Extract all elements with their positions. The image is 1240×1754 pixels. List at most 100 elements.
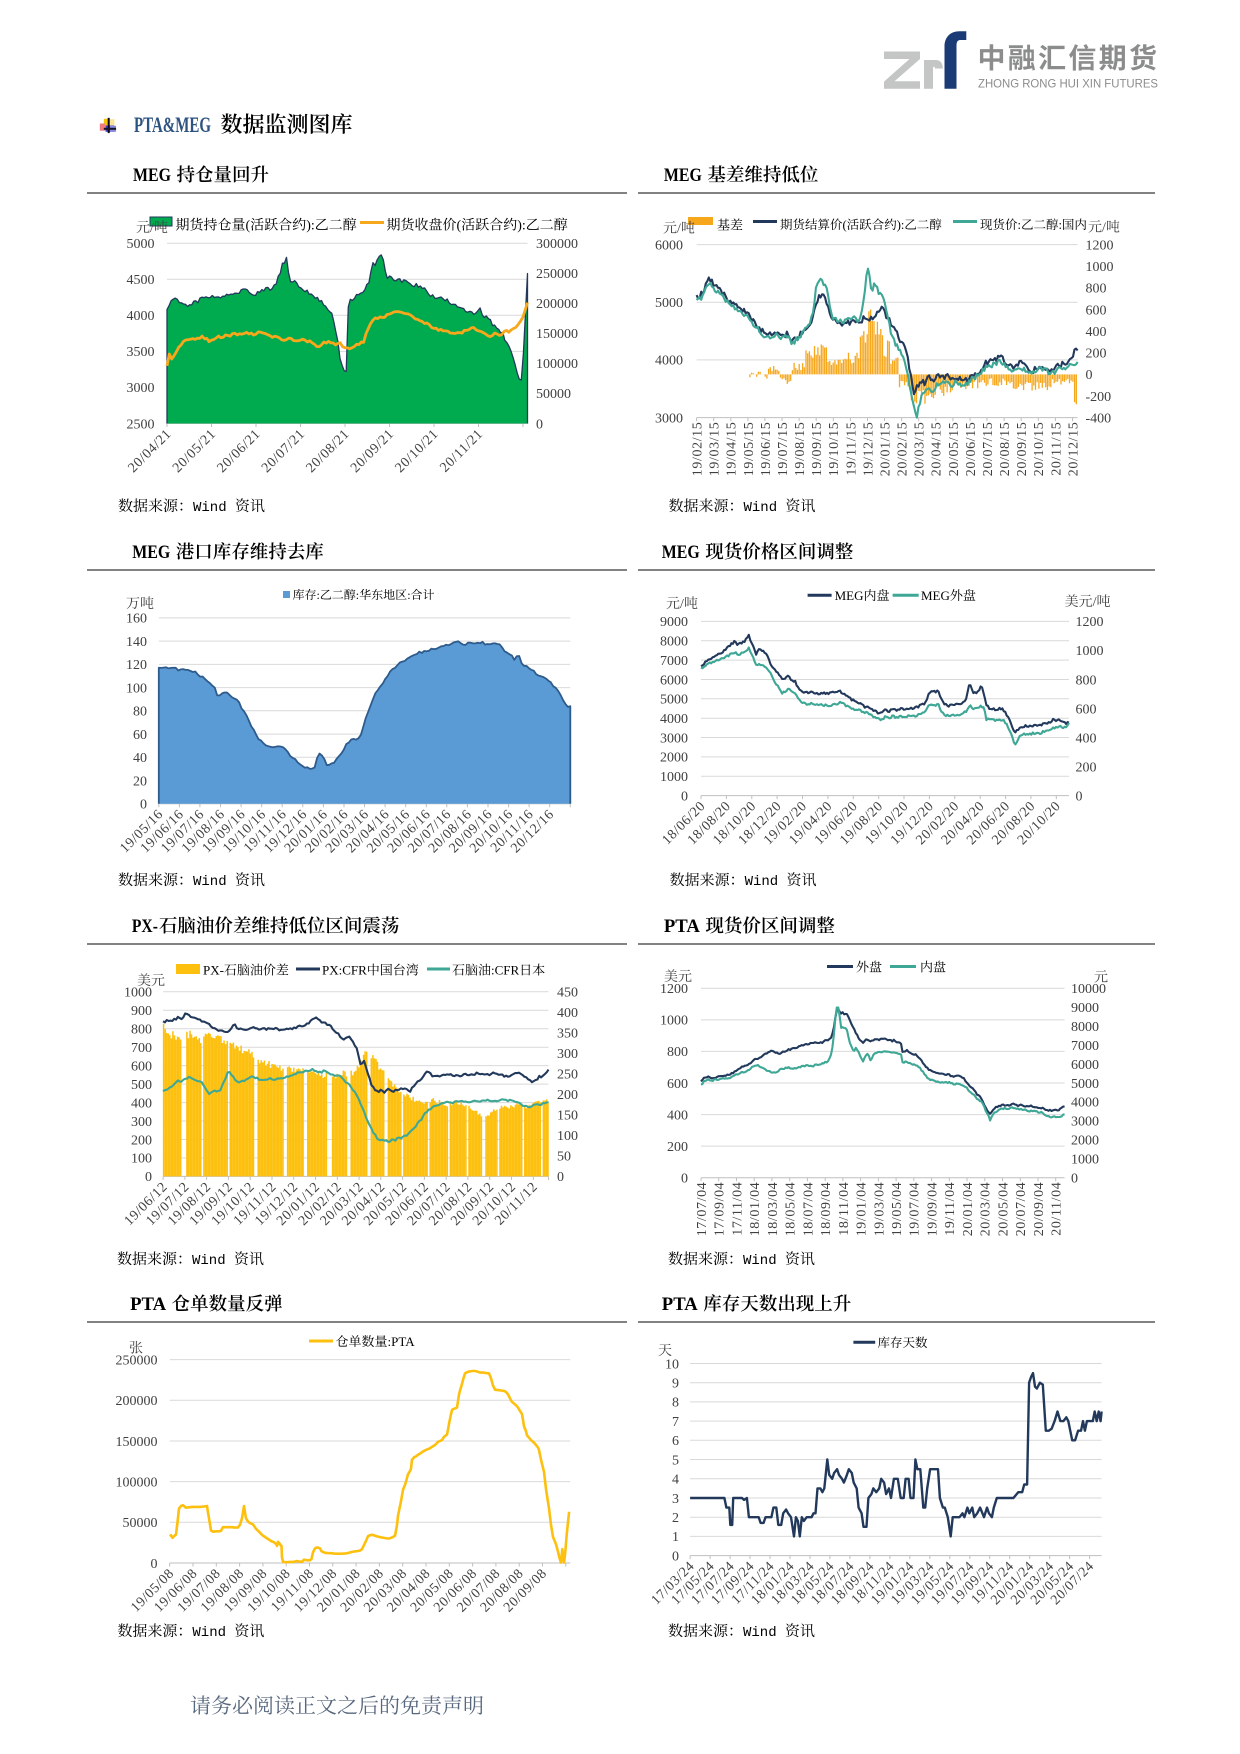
svg-text:400: 400: [557, 1006, 578, 1021]
svg-text:200: 200: [557, 1088, 578, 1103]
svg-text:100: 100: [557, 1129, 578, 1144]
svg-text:Wind: Wind: [744, 500, 778, 516]
svg-text:20/09/04: 20/09/04: [1032, 1182, 1047, 1237]
svg-text:4500: 4500: [127, 273, 155, 288]
svg-text:MEG: MEG: [133, 166, 171, 186]
svg-text:20/04/21: 20/04/21: [126, 427, 175, 476]
svg-text:50000: 50000: [536, 387, 571, 402]
svg-text:150000: 150000: [536, 327, 578, 342]
svg-text:20/06/15: 20/06/15: [964, 422, 979, 477]
svg-text:20/07/15: 20/07/15: [981, 422, 996, 477]
svg-text:100: 100: [126, 681, 147, 696]
svg-text:20/03/04: 20/03/04: [979, 1182, 994, 1237]
svg-text:Wind: Wind: [192, 1253, 226, 1269]
svg-text:7000: 7000: [1071, 1039, 1099, 1054]
svg-text:20/02/15: 20/02/15: [896, 422, 911, 477]
svg-text:4000: 4000: [127, 309, 155, 324]
svg-text:5000: 5000: [127, 237, 155, 252]
svg-text:800: 800: [1086, 282, 1107, 297]
svg-text:1200: 1200: [1086, 238, 1114, 253]
svg-text:PX-: PX-: [132, 917, 158, 937]
svg-text:):: ):: [306, 219, 315, 234]
svg-text:MEG: MEG: [664, 166, 702, 186]
svg-text:19/05/15: 19/05/15: [742, 422, 757, 477]
svg-text:800: 800: [1076, 673, 1097, 688]
svg-text:3000: 3000: [1071, 1115, 1099, 1130]
svg-text:600: 600: [1086, 303, 1107, 318]
svg-text:/: /: [677, 222, 681, 237]
svg-text:200000: 200000: [536, 297, 578, 312]
svg-text:PTA: PTA: [664, 917, 701, 937]
svg-text:3000: 3000: [127, 381, 155, 396]
svg-text:3000: 3000: [660, 731, 688, 746]
svg-text:19/08/15: 19/08/15: [793, 422, 808, 477]
svg-text:2: 2: [672, 1511, 679, 1526]
svg-text:10: 10: [665, 1357, 679, 1372]
svg-text:19/04/15: 19/04/15: [725, 422, 740, 477]
svg-text:PTA&MEG: PTA&MEG: [134, 112, 211, 137]
svg-text:Wind: Wind: [743, 1625, 777, 1641]
svg-text:500: 500: [131, 1078, 152, 1093]
svg-text::: :: [1018, 218, 1021, 232]
svg-text:-200: -200: [1086, 390, 1112, 405]
svg-text:0: 0: [140, 798, 147, 813]
svg-text:20/11/21: 20/11/21: [437, 427, 486, 476]
svg-text:Wind: Wind: [743, 1253, 777, 1269]
svg-text:MEG: MEG: [662, 543, 700, 563]
svg-text:0: 0: [1076, 789, 1083, 804]
svg-text:7000: 7000: [660, 654, 688, 669]
svg-text:2000: 2000: [1071, 1134, 1099, 1149]
svg-text:5000: 5000: [655, 296, 683, 311]
svg-text:10000: 10000: [1071, 982, 1106, 997]
svg-text:0: 0: [672, 1549, 679, 1564]
svg-text::: :: [356, 588, 359, 602]
svg-text:20/01/04: 20/01/04: [961, 1182, 976, 1237]
svg-text::: :: [317, 588, 320, 602]
svg-text:140: 140: [126, 635, 147, 650]
svg-text:9000: 9000: [1071, 1001, 1099, 1016]
svg-text:450: 450: [557, 986, 578, 1001]
svg-text:700: 700: [131, 1041, 152, 1056]
svg-text:20/07/04: 20/07/04: [1014, 1182, 1029, 1237]
svg-text:(: (: [246, 219, 251, 234]
svg-text:2000: 2000: [660, 751, 688, 766]
svg-text:100: 100: [131, 1152, 152, 1167]
svg-text:8000: 8000: [1071, 1020, 1099, 1035]
svg-text:20/12/15: 20/12/15: [1066, 422, 1081, 477]
svg-text:250: 250: [557, 1068, 578, 1083]
svg-text:1000: 1000: [660, 1014, 688, 1029]
svg-text:17/07/04: 17/07/04: [695, 1182, 710, 1237]
svg-text:19/07/04: 19/07/04: [908, 1182, 923, 1237]
svg-text:19/01/04: 19/01/04: [855, 1182, 870, 1237]
svg-text:300: 300: [131, 1115, 152, 1130]
svg-text:900: 900: [131, 1004, 152, 1019]
svg-text:100000: 100000: [116, 1475, 158, 1490]
svg-text:400: 400: [1086, 325, 1107, 340]
svg-text:17/11/04: 17/11/04: [730, 1182, 745, 1236]
svg-text:19/09/15: 19/09/15: [810, 422, 825, 477]
svg-text:50: 50: [557, 1150, 571, 1165]
svg-text:PX-: PX-: [203, 963, 224, 978]
svg-text:0: 0: [536, 417, 543, 432]
svg-text:18/11/04: 18/11/04: [837, 1182, 852, 1236]
svg-text:4000: 4000: [1071, 1096, 1099, 1111]
svg-text:19/11/04: 19/11/04: [943, 1182, 958, 1236]
svg-text:200: 200: [667, 1140, 688, 1155]
svg-text:600: 600: [667, 1077, 688, 1092]
svg-text:3500: 3500: [127, 345, 155, 360]
svg-text:Wind: Wind: [192, 1625, 226, 1641]
svg-text:19/09/04: 19/09/04: [926, 1182, 941, 1237]
svg-text:17/09/04: 17/09/04: [713, 1182, 728, 1237]
svg-text:20/09/15: 20/09/15: [1015, 422, 1030, 477]
svg-text:1000: 1000: [1076, 644, 1104, 659]
svg-text:19/07/15: 19/07/15: [776, 422, 791, 477]
svg-text:1200: 1200: [660, 982, 688, 997]
svg-text:):: ):: [897, 218, 905, 232]
svg-text::PTA: :PTA: [388, 1334, 416, 1349]
svg-text:6: 6: [672, 1434, 679, 1449]
svg-text:19/02/15: 19/02/15: [691, 422, 706, 477]
svg-text:20/10/15: 20/10/15: [1032, 422, 1047, 477]
svg-text:(: (: [457, 219, 462, 234]
svg-text:/: /: [150, 221, 154, 236]
svg-text:0: 0: [145, 1170, 152, 1185]
